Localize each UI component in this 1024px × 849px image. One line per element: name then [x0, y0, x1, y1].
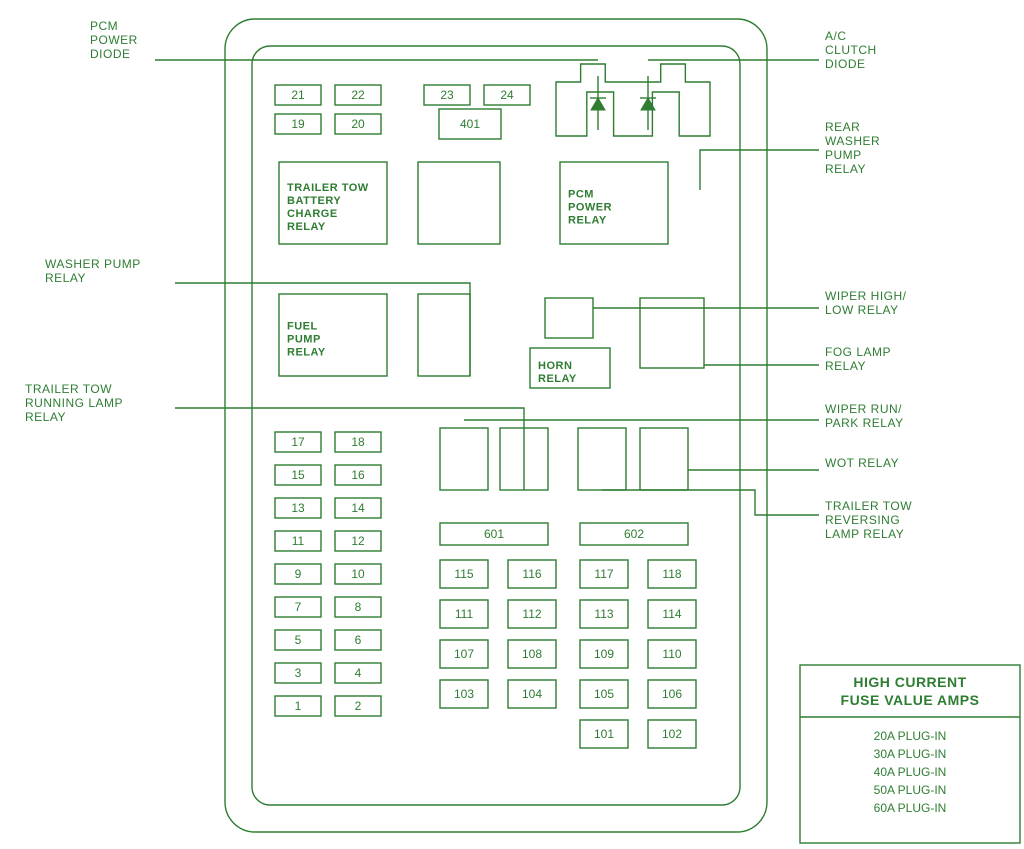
- svg-text:RELAY: RELAY: [825, 359, 866, 373]
- svg-text:107: 107: [454, 647, 474, 661]
- svg-text:5: 5: [295, 633, 302, 647]
- svg-text:REVERSING: REVERSING: [825, 513, 900, 527]
- svg-text:18: 18: [351, 435, 365, 449]
- svg-text:23: 23: [440, 88, 454, 102]
- svg-text:40A PLUG-IN: 40A PLUG-IN: [874, 765, 947, 779]
- svg-text:602: 602: [624, 527, 644, 541]
- svg-text:DIODE: DIODE: [825, 57, 866, 71]
- svg-text:112: 112: [522, 607, 541, 621]
- svg-text:HIGH CURRENT: HIGH CURRENT: [853, 674, 966, 690]
- svg-text:103: 103: [454, 687, 474, 701]
- svg-text:115: 115: [454, 567, 473, 581]
- svg-text:8: 8: [355, 600, 362, 614]
- svg-text:22: 22: [351, 88, 365, 102]
- svg-text:RELAY: RELAY: [25, 410, 66, 424]
- svg-text:401: 401: [460, 117, 480, 131]
- svg-text:14: 14: [351, 501, 365, 515]
- legend-box: HIGH CURRENT FUSE VALUE AMPS 20A PLUG-IN 30…: [800, 665, 1020, 843]
- svg-text:104: 104: [522, 687, 542, 701]
- svg-text:CHARGE: CHARGE: [287, 208, 338, 220]
- svg-text:21: 21: [291, 88, 305, 102]
- svg-text:RELAY: RELAY: [287, 347, 326, 359]
- fuse-pairs-left: 171815161314111291078563412: [275, 432, 381, 716]
- svg-text:102: 102: [662, 727, 682, 741]
- svg-text:2: 2: [355, 699, 362, 713]
- svg-text:7: 7: [295, 600, 302, 614]
- svg-text:15: 15: [291, 468, 305, 482]
- svg-text:601: 601: [484, 527, 504, 541]
- svg-text:HORN: HORN: [538, 360, 572, 372]
- svg-text:TRAILER TOW: TRAILER TOW: [287, 182, 369, 194]
- svg-text:PCM: PCM: [90, 19, 118, 33]
- svg-text:17: 17: [291, 435, 305, 449]
- svg-text:LAMP RELAY: LAMP RELAY: [825, 527, 904, 541]
- svg-text:113: 113: [594, 607, 613, 621]
- svg-text:CLUTCH: CLUTCH: [825, 43, 877, 57]
- svg-text:9: 9: [295, 567, 302, 581]
- svg-text:20A PLUG-IN: 20A PLUG-IN: [874, 729, 947, 743]
- svg-text:WOT RELAY: WOT RELAY: [825, 456, 899, 470]
- svg-text:WIPER RUN/: WIPER RUN/: [825, 402, 902, 416]
- svg-text:60A PLUG-IN: 60A PLUG-IN: [874, 801, 947, 815]
- svg-text:TRAILER TOW: TRAILER TOW: [825, 499, 912, 513]
- svg-text:108: 108: [522, 647, 542, 661]
- fuse-box-diagram: 212223241920401TRAILER TOWBATTERYCHARGER…: [0, 0, 1024, 849]
- svg-text:1: 1: [295, 699, 302, 713]
- svg-text:117: 117: [594, 567, 613, 581]
- fuse-60x: 601 602: [440, 523, 688, 545]
- svg-text:RUNNING LAMP: RUNNING LAMP: [25, 396, 123, 410]
- svg-text:POWER: POWER: [568, 202, 612, 214]
- svg-text:24: 24: [500, 88, 514, 102]
- svg-text:PCM: PCM: [568, 189, 594, 201]
- svg-text:16: 16: [351, 468, 365, 482]
- svg-text:12: 12: [351, 534, 365, 548]
- svg-text:RELAY: RELAY: [568, 215, 607, 227]
- fuses-top: 21 22 23 24 19 20 401: [275, 85, 530, 139]
- svg-text:A/C: A/C: [825, 29, 847, 43]
- svg-text:RELAY: RELAY: [538, 373, 577, 385]
- diode-block: [556, 64, 710, 136]
- svg-text:RELAY: RELAY: [45, 271, 86, 285]
- svg-text:101: 101: [594, 727, 614, 741]
- svg-text:50A PLUG-IN: 50A PLUG-IN: [874, 783, 947, 797]
- svg-text:WASHER: WASHER: [825, 134, 880, 148]
- svg-text:106: 106: [662, 687, 682, 701]
- svg-text:109: 109: [594, 647, 614, 661]
- svg-text:30A PLUG-IN: 30A PLUG-IN: [874, 747, 947, 761]
- svg-text:6: 6: [355, 633, 362, 647]
- svg-text:118: 118: [662, 567, 681, 581]
- svg-text:116: 116: [522, 567, 541, 581]
- svg-text:FUEL: FUEL: [287, 321, 318, 333]
- svg-text:RELAY: RELAY: [825, 162, 866, 176]
- svg-text:20: 20: [351, 117, 365, 131]
- fuse-panel-outer: [225, 19, 767, 832]
- svg-text:10: 10: [351, 567, 365, 581]
- svg-text:4: 4: [355, 666, 362, 680]
- svg-text:105: 105: [594, 687, 614, 701]
- svg-text:114: 114: [662, 607, 681, 621]
- svg-text:WIPER HIGH/: WIPER HIGH/: [825, 289, 907, 303]
- svg-text:LOW RELAY: LOW RELAY: [825, 303, 899, 317]
- svg-text:PARK RELAY: PARK RELAY: [825, 416, 904, 430]
- svg-text:PUMP: PUMP: [825, 148, 862, 162]
- svg-text:3: 3: [295, 666, 302, 680]
- svg-text:POWER: POWER: [90, 33, 138, 47]
- svg-text:111: 111: [455, 607, 474, 621]
- svg-text:TRAILER TOW: TRAILER TOW: [25, 382, 112, 396]
- svg-text:11: 11: [292, 534, 305, 548]
- svg-text:FUSE VALUE AMPS: FUSE VALUE AMPS: [841, 692, 980, 708]
- fuse-grid-1xx: 115 116 117 118 111 112 113 114 107 108 109 110 103 1…: [440, 560, 696, 748]
- relay-boxes: TRAILER TOWBATTERYCHARGERELAYPCMPOWERREL…: [279, 162, 704, 490]
- svg-text:13: 13: [291, 501, 305, 515]
- svg-text:19: 19: [291, 117, 305, 131]
- svg-text:BATTERY: BATTERY: [287, 195, 341, 207]
- svg-text:DIODE: DIODE: [90, 47, 131, 61]
- svg-text:110: 110: [662, 647, 681, 661]
- svg-text:WASHER PUMP: WASHER PUMP: [45, 257, 141, 271]
- svg-text:RELAY: RELAY: [287, 221, 326, 233]
- svg-text:PUMP: PUMP: [287, 334, 321, 346]
- svg-text:REAR: REAR: [825, 120, 860, 134]
- svg-text:FOG LAMP: FOG LAMP: [825, 345, 891, 359]
